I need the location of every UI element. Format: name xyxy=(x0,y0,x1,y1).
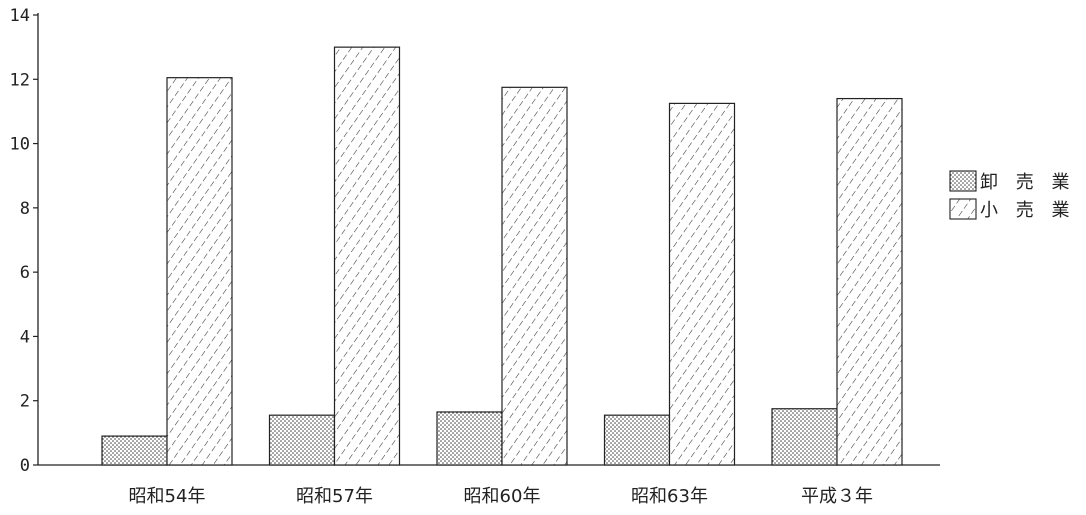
y-tick-label: 14 xyxy=(10,6,30,26)
bar-retail-2 xyxy=(501,86,568,466)
x-category-label: 昭和54年 xyxy=(129,486,206,507)
x-category-label: 平成３年 xyxy=(801,486,873,507)
y-tick-label: 6 xyxy=(20,263,30,283)
legend: 卸 売 業小 売 業 xyxy=(949,170,1075,221)
y-tick-label: 10 xyxy=(10,135,30,155)
y-tick-label: 0 xyxy=(20,456,30,476)
y-tick-label: 8 xyxy=(20,199,30,219)
bar-wholesale-3 xyxy=(603,414,671,466)
legend-label-wholesale: 卸 売 業 xyxy=(980,172,1075,193)
bar-retail-3 xyxy=(668,102,736,466)
bar-wholesale-0 xyxy=(101,435,168,466)
y-tick-label: 12 xyxy=(10,70,30,90)
x-category-label: 昭和57年 xyxy=(296,486,373,507)
y-tick-label: 2 xyxy=(20,392,30,412)
bar-retail-4 xyxy=(836,97,903,466)
bars-group xyxy=(101,46,903,466)
bar-retail-0 xyxy=(166,77,233,466)
legend-label-retail: 小 売 業 xyxy=(980,200,1075,221)
bar-wholesale-2 xyxy=(436,411,503,466)
bar-wholesale-1 xyxy=(268,414,336,466)
category-labels-group: 昭和54年 昭和57年 昭和60年 昭和63年 平成３年 xyxy=(129,486,873,507)
bar-wholesale-4 xyxy=(771,408,838,466)
y-tick-label: 4 xyxy=(20,327,30,347)
bar-retail-1 xyxy=(333,46,401,466)
legend-swatch-wholesale xyxy=(949,170,977,192)
x-category-label: 昭和63年 xyxy=(631,486,708,507)
legend-swatch-retail xyxy=(949,198,977,220)
x-category-label: 昭和60年 xyxy=(464,486,541,507)
axis-group: 0 2 4 6 8 10 12 14 xyxy=(10,6,940,476)
